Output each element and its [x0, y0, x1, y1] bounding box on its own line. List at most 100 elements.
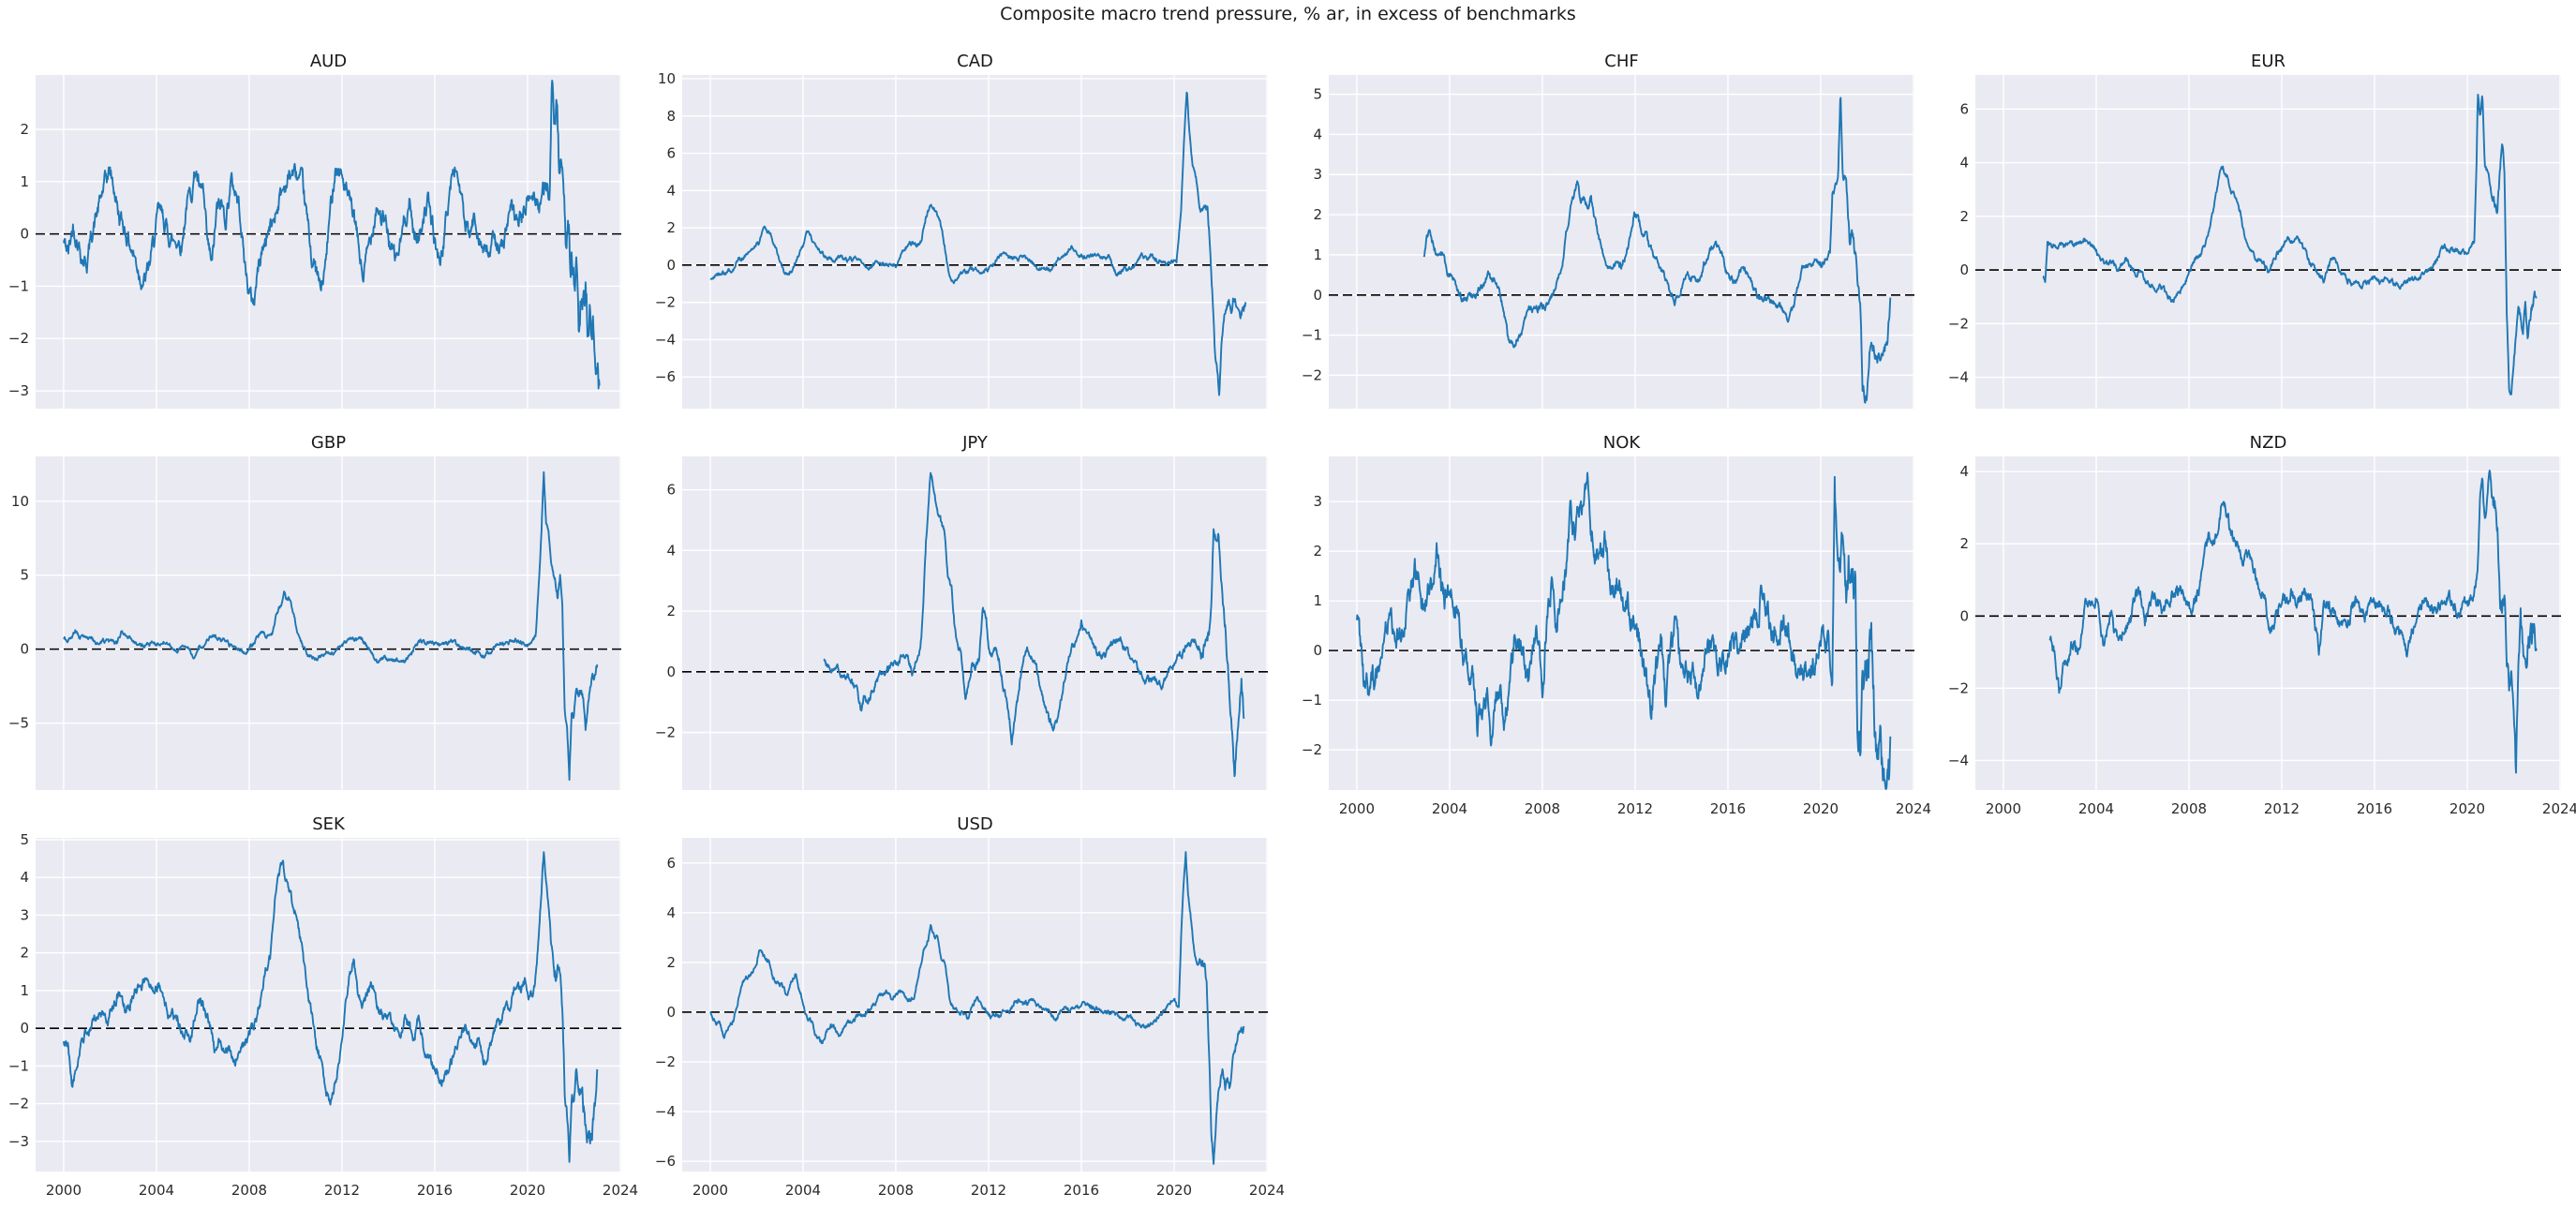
y-tick-label: 4 [20, 869, 29, 886]
panel-sek: SEK −3 −2 −1 0 1 2 3 4 5 2000 2004 2008 2012 2016 2020 2… [8, 814, 638, 1199]
x-tick-label: 2000 [1986, 800, 2021, 817]
series-line [63, 79, 601, 390]
y-tick-label: 4 [666, 904, 676, 921]
y-tick-label: 3 [1313, 166, 1322, 183]
y-tick-label: 2 [666, 954, 676, 971]
y-tick-label: 0 [666, 1004, 676, 1021]
x-tick-label: 2012 [324, 1182, 360, 1199]
x-tick-label: 2004 [2078, 800, 2114, 817]
y-tick-label: −2 [1948, 315, 1969, 332]
y-tick-label: 6 [1959, 100, 1969, 117]
y-tick-label: 4 [1313, 126, 1322, 142]
y-tick-label: 10 [11, 493, 29, 510]
panel-title: EUR [2251, 52, 2286, 71]
series-line [2042, 93, 2538, 396]
y-tick-label: 2 [1313, 206, 1322, 223]
y-tick-label: −1 [8, 277, 29, 294]
series-line [1422, 97, 1892, 404]
y-tick-label: −1 [1302, 692, 1322, 709]
y-tick-label: −3 [8, 1133, 29, 1150]
series-line [63, 851, 599, 1163]
y-tick-label: 1 [20, 173, 29, 190]
series-line [63, 470, 599, 782]
x-tick-label: 2004 [1432, 800, 1467, 817]
x-tick-label: 2008 [2171, 800, 2207, 817]
y-tick-label: 2 [666, 219, 676, 236]
y-tick-label: 0 [1959, 607, 1969, 624]
y-tick-label: 2 [1959, 208, 1969, 225]
y-tick-label: 4 [666, 182, 676, 199]
y-tick-label: 5 [20, 567, 29, 584]
x-tick-label: 2016 [2357, 800, 2392, 817]
y-tick-label: −1 [1302, 327, 1322, 344]
y-tick-label: −2 [8, 1096, 29, 1112]
panel-title: NOK [1603, 433, 1642, 453]
y-tick-label: 5 [1313, 86, 1322, 103]
y-tick-label: 4 [666, 542, 676, 559]
plot-area [682, 838, 1268, 1172]
x-tick-label: 2024 [1896, 800, 1931, 817]
y-tick-label: −2 [8, 330, 29, 347]
y-tick-label: 0 [20, 226, 29, 243]
x-tick-label: 2020 [2449, 800, 2485, 817]
x-tick-label: 2012 [2264, 800, 2300, 817]
panel-eur: EUR −4 −2 0 2 4 6 [1948, 52, 2561, 409]
y-tick-label: −3 [8, 382, 29, 399]
x-tick-label: 2012 [1617, 800, 1653, 817]
panel-title: USD [957, 814, 992, 834]
plot-area [1329, 75, 1914, 409]
panel-chf: CHF −2 −1 0 1 2 3 4 5 [1302, 52, 1914, 409]
y-tick-label: 3 [1313, 493, 1322, 510]
y-tick-label: 2 [1313, 543, 1322, 560]
y-tick-label: 10 [658, 70, 676, 87]
y-tick-label: 0 [666, 664, 676, 680]
y-tick-label: −4 [1948, 369, 1969, 386]
panel-cad: CAD −6 −4 −2 0 2 4 6 8 10 [655, 52, 1268, 409]
y-tick-label: 2 [20, 945, 29, 962]
series-line [823, 471, 1245, 778]
x-tick-label: 2008 [231, 1182, 267, 1199]
y-tick-label: −4 [655, 1103, 676, 1120]
plot-area [36, 456, 621, 790]
panel-title: GBP [311, 433, 346, 453]
panel-jpy: JPY −2 0 2 4 6 [655, 433, 1268, 790]
y-tick-label: 5 [20, 831, 29, 848]
x-tick-label: 2016 [417, 1182, 453, 1199]
x-tick-label: 2004 [785, 1182, 821, 1199]
panel-usd: USD −6 −4 −2 0 2 4 6 2000 2004 2008 2012 2016 2020 202… [655, 814, 1285, 1199]
y-tick-label: −2 [655, 294, 676, 311]
y-tick-label: −5 [8, 715, 29, 732]
x-tick-label: 2016 [1710, 800, 1746, 817]
y-tick-label: 8 [666, 108, 676, 125]
y-tick-label: −2 [1302, 366, 1322, 383]
y-tick-label: −2 [1948, 679, 1969, 696]
y-tick-label: −2 [655, 1053, 676, 1070]
x-tick-label: 2024 [2542, 800, 2576, 817]
panel-title: SEK [312, 814, 346, 834]
y-tick-label: 2 [20, 121, 29, 138]
panel-title: AUD [310, 52, 347, 71]
panel-aud: AUD −3 −2 −1 0 1 2 [8, 52, 621, 409]
x-tick-label: 2020 [1156, 1182, 1192, 1199]
y-tick-label: 1 [1313, 592, 1322, 609]
y-tick-label: 6 [666, 482, 676, 499]
x-tick-label: 2012 [971, 1182, 1006, 1199]
series-line [709, 851, 1245, 1165]
plot-area [36, 838, 621, 1172]
panel-title: JPY [961, 433, 989, 453]
y-tick-label: −4 [1948, 752, 1969, 769]
y-tick-label: 6 [666, 145, 676, 162]
y-tick-label: 0 [20, 1020, 29, 1037]
y-tick-label: 0 [20, 641, 29, 658]
y-tick-label: 1 [1313, 246, 1322, 263]
plot-area [682, 456, 1268, 790]
plot-area [682, 75, 1268, 409]
x-tick-label: 2020 [1803, 800, 1839, 817]
figure-title: Composite macro trend pressure, % ar, in… [1000, 4, 1576, 24]
x-tick-label: 2008 [878, 1182, 914, 1199]
x-tick-label: 2024 [1249, 1182, 1285, 1199]
series-line [709, 91, 1247, 396]
panel-title: CHF [1604, 52, 1638, 71]
